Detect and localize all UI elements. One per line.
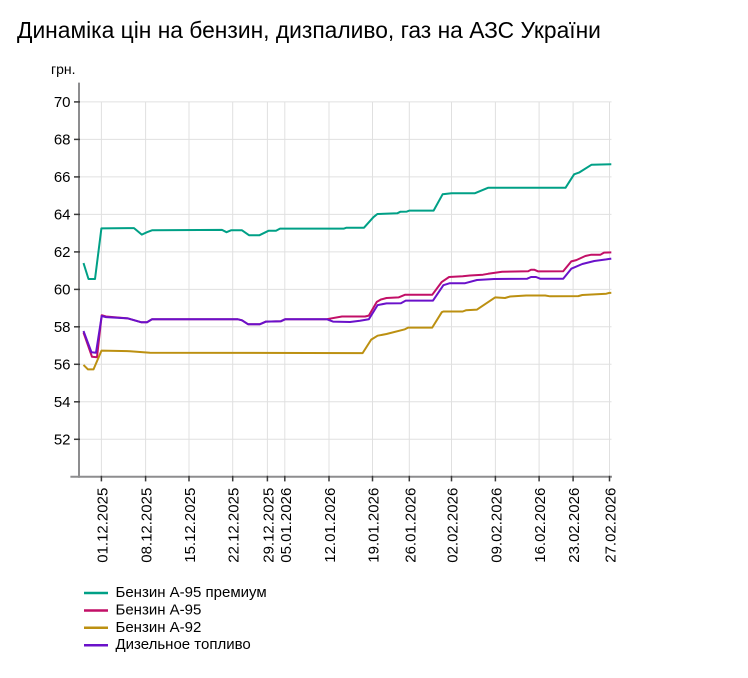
svg-text:23.02.2026: 23.02.2026 xyxy=(566,488,583,563)
svg-text:26.01.2026: 26.01.2026 xyxy=(402,488,419,563)
svg-text:64: 64 xyxy=(54,207,71,224)
svg-text:16.02.2026: 16.02.2026 xyxy=(532,488,549,563)
svg-text:Бензин А-92: Бензин А-92 xyxy=(116,619,202,636)
svg-text:08.12.2025: 08.12.2025 xyxy=(139,488,156,563)
svg-text:58: 58 xyxy=(54,319,71,336)
svg-text:05.01.2026: 05.01.2026 xyxy=(278,488,295,563)
svg-text:54: 54 xyxy=(54,394,71,411)
svg-text:52: 52 xyxy=(54,432,71,449)
svg-text:62: 62 xyxy=(54,244,71,261)
svg-text:27.02.2026: 27.02.2026 xyxy=(603,488,620,563)
svg-text:68: 68 xyxy=(54,132,71,149)
svg-text:Бензин А-95 премиум: Бензин А-95 премиум xyxy=(116,584,267,601)
svg-text:70: 70 xyxy=(54,94,71,111)
svg-text:29.12.2025: 29.12.2025 xyxy=(260,488,277,563)
svg-text:22.12.2025: 22.12.2025 xyxy=(226,488,243,563)
svg-text:02.02.2026: 02.02.2026 xyxy=(445,488,462,563)
svg-text:Дизельное топливо: Дизельное топливо xyxy=(116,636,251,653)
svg-text:66: 66 xyxy=(54,169,71,186)
svg-text:56: 56 xyxy=(54,357,71,374)
svg-text:01.12.2025: 01.12.2025 xyxy=(94,488,111,563)
svg-text:грн.: грн. xyxy=(51,61,76,77)
svg-text:Динаміка цін на бензин, дизпал: Динаміка цін на бензин, дизпаливо, газ н… xyxy=(17,17,601,43)
svg-text:Бензин А-95: Бензин А-95 xyxy=(116,602,202,619)
svg-text:60: 60 xyxy=(54,282,71,299)
svg-text:19.01.2026: 19.01.2026 xyxy=(366,488,383,563)
svg-text:09.02.2026: 09.02.2026 xyxy=(488,488,505,563)
svg-text:12.01.2026: 12.01.2026 xyxy=(322,488,339,563)
svg-text:15.12.2025: 15.12.2025 xyxy=(182,488,199,563)
